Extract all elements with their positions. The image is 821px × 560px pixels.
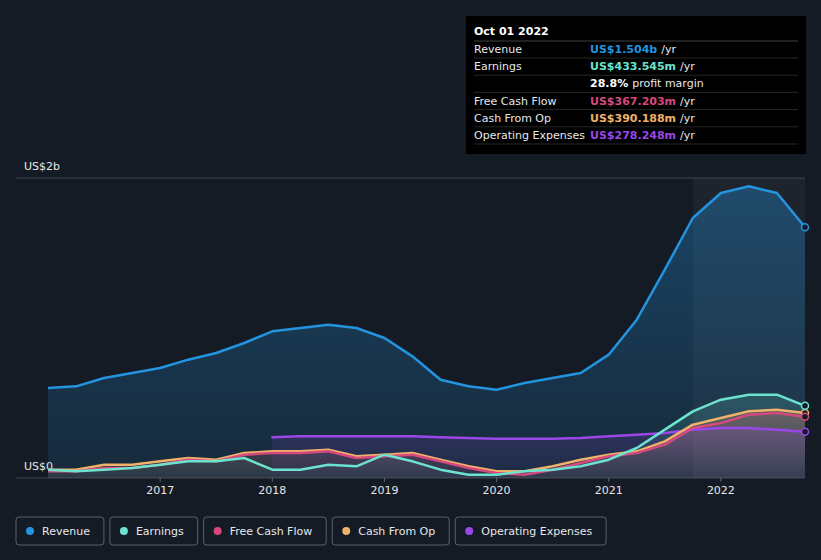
tooltip-value: US$433.545m — [590, 60, 676, 73]
x-tick — [608, 478, 609, 482]
tooltip-date: Oct 01 2022 — [474, 25, 549, 38]
tooltip-separator — [474, 109, 798, 110]
chart: US$0US$2b201720182019202020212022Oct 01 … — [0, 0, 821, 560]
x-tick-label: 2021 — [595, 484, 623, 497]
tooltip-separator — [474, 92, 798, 93]
legend-box — [110, 517, 198, 545]
tooltip-suffix: /yr — [661, 43, 676, 56]
series-area — [48, 395, 805, 478]
legend-box — [204, 517, 327, 545]
tooltip-separator — [474, 41, 798, 42]
tooltip-suffix: /yr — [680, 95, 695, 108]
legend-item: Free Cash Flow — [204, 517, 327, 545]
tooltip-value: US$278.248m — [590, 129, 676, 142]
end-marker — [802, 428, 809, 435]
tooltip-value: US$1.504b — [590, 43, 657, 56]
tooltip-value: US$367.203m — [590, 95, 676, 108]
legend-label: Free Cash Flow — [230, 525, 313, 538]
tooltip — [466, 16, 806, 154]
tooltip-label: Revenue — [474, 43, 522, 56]
legend-item: Earnings — [110, 517, 198, 545]
tooltip-suffix: /yr — [680, 112, 695, 125]
tooltip-separator — [474, 126, 798, 127]
end-marker — [802, 224, 809, 231]
legend-item: Operating Expenses — [455, 517, 606, 545]
legend-swatch — [342, 527, 350, 535]
legend-box — [455, 517, 606, 545]
grid-line — [16, 178, 805, 179]
legend-item: Cash From Op — [332, 517, 449, 545]
x-tick — [160, 478, 161, 482]
tooltip-value: US$390.188m — [590, 112, 676, 125]
series-line — [48, 410, 805, 472]
tooltip-suffix: profit margin — [632, 77, 704, 90]
tooltip-label: Cash From Op — [474, 112, 551, 125]
x-tick — [384, 478, 385, 482]
series-area — [48, 410, 805, 478]
x-tick-label: 2018 — [258, 484, 286, 497]
tooltip-label: Operating Expenses — [474, 129, 585, 142]
x-tick-label: 2017 — [146, 484, 174, 497]
legend-label: Revenue — [42, 525, 90, 538]
tooltip-separator — [474, 58, 798, 59]
tooltip-suffix: /yr — [680, 60, 695, 73]
tooltip-separator — [474, 144, 798, 145]
legend-label: Earnings — [136, 525, 184, 538]
x-tick — [720, 478, 721, 482]
x-tick-label: 2019 — [370, 484, 398, 497]
plot-area — [48, 186, 805, 478]
legend-label: Operating Expenses — [481, 525, 592, 538]
legend-swatch — [465, 527, 473, 535]
tooltip-suffix: /yr — [680, 129, 695, 142]
legend-item: Revenue — [16, 517, 104, 545]
background — [0, 0, 821, 560]
x-tick — [272, 478, 273, 482]
tooltip-label: Earnings — [474, 60, 522, 73]
legend-swatch — [26, 527, 34, 535]
x-tick — [496, 478, 497, 482]
end-marker — [802, 402, 809, 409]
series-line — [48, 395, 805, 475]
end-marker — [802, 413, 809, 420]
legend-label: Cash From Op — [358, 525, 435, 538]
series-line — [48, 186, 805, 389]
x-tick-label: 2020 — [483, 484, 511, 497]
legend-swatch — [120, 527, 128, 535]
tooltip-value: 28.8% — [590, 77, 628, 90]
series-area — [48, 186, 805, 478]
legend-swatch — [214, 527, 222, 535]
y-tick-label: US$2b — [24, 160, 60, 173]
tooltip-separator — [474, 75, 798, 76]
x-tick-label: 2022 — [707, 484, 735, 497]
legend-box — [16, 517, 104, 545]
legend-box — [332, 517, 449, 545]
tooltip-label: Free Cash Flow — [474, 95, 557, 108]
series-line — [272, 428, 805, 439]
